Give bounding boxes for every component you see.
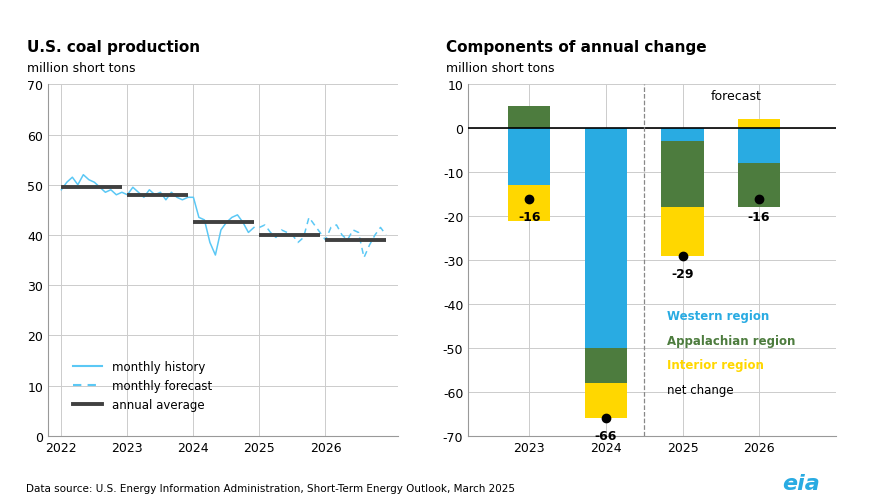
Text: -16: -16 [748, 210, 770, 223]
Text: -16: -16 [518, 210, 541, 223]
Bar [662, 142, 704, 208]
Text: -29: -29 [671, 267, 694, 280]
Bar [738, 164, 780, 208]
Bar [738, 129, 780, 164]
Text: eia: eia [781, 473, 820, 493]
Legend: monthly history, monthly forecast, annual average: monthly history, monthly forecast, annua… [68, 356, 217, 416]
Text: Components of annual change: Components of annual change [446, 40, 707, 55]
Text: Appalachian region: Appalachian region [667, 334, 795, 347]
Text: million short tons: million short tons [446, 63, 555, 75]
Bar [662, 129, 704, 142]
Bar [508, 129, 550, 186]
Bar [738, 120, 780, 129]
Text: Data source: U.S. Energy Information Administration, Short-Term Energy Outlook, : Data source: U.S. Energy Information Adm… [26, 483, 515, 493]
Text: Western region: Western region [667, 310, 769, 323]
Bar [508, 107, 550, 129]
Text: million short tons: million short tons [27, 63, 136, 75]
Bar [584, 348, 627, 383]
Bar [584, 383, 627, 418]
Bar [508, 186, 550, 221]
Text: Interior region: Interior region [667, 359, 764, 372]
Text: -66: -66 [595, 429, 617, 442]
Text: forecast: forecast [710, 90, 761, 103]
Bar [662, 208, 704, 256]
Bar [584, 129, 627, 348]
Text: U.S. coal production: U.S. coal production [27, 40, 200, 55]
Text: net change: net change [667, 383, 733, 396]
